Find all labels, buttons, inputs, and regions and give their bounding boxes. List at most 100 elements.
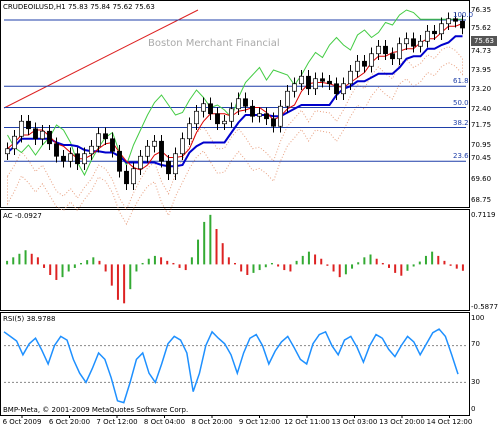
candle-body: [439, 23, 444, 35]
copyright-text: BMP-Meta, © 2001-2009 MetaQuotes Softwar…: [3, 406, 189, 414]
candle-body: [376, 45, 381, 55]
fib-level-label: 100.0: [453, 11, 474, 19]
candle-body: [236, 98, 241, 110]
price-chart-pane[interactable]: [0, 0, 470, 208]
fib-level-label: 61.8: [453, 77, 469, 86]
candle-body: [446, 18, 451, 25]
candle-body: [355, 60, 360, 72]
candle-body: [299, 75, 304, 85]
ac-indicator-pane[interactable]: [0, 209, 470, 311]
rsi-axis-100: 100: [471, 314, 485, 322]
candle-body: [5, 148, 10, 155]
time-axis-label: 6 Oct 2009: [2, 418, 42, 426]
candle-body: [40, 130, 45, 140]
candle-body: [397, 43, 402, 60]
fib-level-label: 23.6: [453, 152, 469, 161]
price-axis-label: 70.45: [471, 153, 492, 162]
candle-body: [264, 113, 269, 120]
price-axis-label: 75.62: [471, 24, 492, 33]
time-axis-label: 12 Oct 11:00: [284, 418, 330, 426]
ac-axis-max: 0.7119: [471, 211, 496, 219]
price-axis-label: 70.95: [471, 141, 492, 149]
candle-body: [110, 138, 115, 152]
candle-body: [411, 38, 416, 47]
candle-body: [187, 123, 192, 140]
ichimoku-cloud: [7, 45, 463, 226]
candle-body: [19, 120, 24, 137]
chikou-span-line: [7, 9, 463, 177]
candle-body: [103, 133, 108, 140]
watermark-text: Boston Merchant Financial: [148, 38, 280, 49]
candle-body: [75, 153, 80, 165]
rsi-axis-0: 0: [471, 405, 476, 413]
rsi-indicator-pane[interactable]: [0, 312, 470, 416]
price-axis-label: 69.60: [471, 174, 492, 183]
candle-body: [47, 130, 52, 145]
candle-body: [26, 120, 31, 130]
candle-body: [173, 153, 178, 175]
candle-body: [362, 60, 367, 67]
candle-body: [306, 75, 311, 90]
candle-body: [61, 155, 66, 162]
candle-body: [292, 83, 297, 92]
candle-body: [138, 155, 143, 170]
price-axis-label: 71.75: [471, 121, 492, 129]
candle-body: [320, 78, 325, 82]
candle-body: [313, 78, 318, 90]
candle-body: [166, 160, 171, 175]
rsi-axis-30: 30: [471, 378, 480, 386]
candle-body: [54, 143, 59, 157]
candle-body: [201, 103, 206, 112]
candle-body: [33, 128, 38, 140]
candle-body: [390, 53, 395, 60]
candle-body: [334, 83, 339, 95]
candle-body: [82, 153, 87, 165]
ac-axis-min: -0.5877: [471, 303, 499, 311]
candle-body: [341, 83, 346, 95]
time-axis-label: 9 Oct 12:00: [238, 418, 281, 426]
candle-body: [12, 135, 17, 150]
candle-body: [194, 110, 199, 125]
price-axis-label: 73.95: [471, 66, 492, 74]
trend-line: [3, 9, 199, 109]
candle-body: [124, 170, 129, 185]
candle-body: [96, 133, 101, 147]
time-axis-label: 8 Oct 20:00: [191, 418, 233, 426]
candle-body: [278, 105, 283, 127]
candle-body: [131, 168, 136, 185]
chart-symbol-label: CRUDEOILUSD,H1 75.83 75.84 75.62 75.63: [3, 3, 155, 11]
candle-body: [215, 113, 220, 125]
symbol: CRUDEOILUSD,H1: [3, 3, 66, 11]
rsi-line: [3, 328, 459, 404]
candle-body: [159, 140, 164, 162]
candle-body: [432, 30, 437, 35]
price-axis-label: 74.73: [471, 46, 492, 55]
fib-level-label: 38.2: [453, 118, 469, 127]
candle-body: [460, 20, 465, 29]
price-axis-label: 68.75: [471, 196, 492, 204]
time-axis-label: 6 Oct 20:00: [48, 418, 91, 426]
time-axis-label: 14 Oct 12:00: [426, 418, 473, 426]
time-axis-label: 13 Oct 20:00: [379, 418, 425, 426]
candle-body: [145, 145, 150, 157]
candle-body: [418, 40, 423, 47]
price-axis-label: 76.35: [471, 6, 492, 14]
rsi-label: RSI(5) 38.9788: [3, 315, 56, 323]
candle-body: [68, 153, 73, 162]
candle-body: [348, 70, 353, 85]
candle-body: [271, 118, 276, 127]
candle-body: [404, 38, 409, 45]
candle-body: [383, 45, 388, 55]
time-axis-label: 7 Oct 12:00: [96, 418, 138, 426]
kijun-sen-line: [6, 35, 463, 168]
candle-body: [117, 150, 122, 172]
candle-body: [257, 113, 262, 117]
current-price-badge: 75.63: [471, 36, 497, 46]
price-axis-label: 73.20: [471, 84, 492, 93]
ohlc-values: 75.83 75.84 75.62 75.63: [67, 3, 155, 11]
candle-body: [250, 105, 255, 117]
candle-body: [208, 103, 213, 115]
candle-body: [243, 98, 248, 107]
candle-body: [327, 80, 332, 85]
